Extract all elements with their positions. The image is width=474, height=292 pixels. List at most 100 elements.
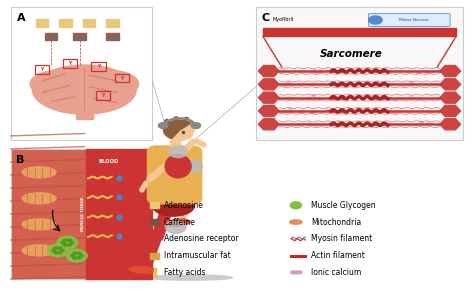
Circle shape xyxy=(68,239,72,241)
Bar xyxy=(83,19,95,27)
Bar xyxy=(76,101,93,119)
Circle shape xyxy=(326,109,330,111)
Circle shape xyxy=(369,71,373,73)
Circle shape xyxy=(291,271,295,274)
Ellipse shape xyxy=(290,220,302,224)
Circle shape xyxy=(313,69,317,72)
Ellipse shape xyxy=(147,275,232,280)
Wedge shape xyxy=(159,124,164,127)
Circle shape xyxy=(315,124,319,126)
Text: MUSCLE TISSUE: MUSCLE TISSUE xyxy=(82,197,85,231)
Text: Motor Neuron: Motor Neuron xyxy=(399,18,429,22)
Text: Y: Y xyxy=(40,67,44,72)
Text: Myofibril: Myofibril xyxy=(273,17,293,22)
FancyBboxPatch shape xyxy=(11,7,152,140)
Circle shape xyxy=(68,244,72,246)
Circle shape xyxy=(191,123,201,128)
Wedge shape xyxy=(164,119,169,123)
Ellipse shape xyxy=(33,65,136,114)
Text: Muscle Glycogen: Muscle Glycogen xyxy=(311,201,375,210)
FancyBboxPatch shape xyxy=(147,146,201,204)
Circle shape xyxy=(158,123,168,128)
FancyBboxPatch shape xyxy=(256,7,463,140)
Circle shape xyxy=(327,110,331,112)
FancyBboxPatch shape xyxy=(86,149,152,279)
FancyArrowPatch shape xyxy=(183,172,191,213)
Bar xyxy=(170,140,181,152)
FancyBboxPatch shape xyxy=(11,149,152,279)
Circle shape xyxy=(66,249,87,262)
Ellipse shape xyxy=(166,219,190,226)
Circle shape xyxy=(285,111,289,113)
Text: Caffeine: Caffeine xyxy=(164,218,196,227)
Bar xyxy=(107,33,118,40)
Ellipse shape xyxy=(30,71,82,97)
Circle shape xyxy=(64,239,67,241)
Circle shape xyxy=(410,81,413,83)
Text: Adenosine receptor: Adenosine receptor xyxy=(164,234,238,243)
Bar xyxy=(59,19,72,27)
FancyArrowPatch shape xyxy=(148,241,156,262)
Bar xyxy=(107,19,118,27)
Bar xyxy=(45,33,57,40)
FancyArrowPatch shape xyxy=(142,183,146,190)
Circle shape xyxy=(79,254,83,257)
Text: C: C xyxy=(262,13,270,23)
Circle shape xyxy=(61,241,65,244)
Circle shape xyxy=(77,252,81,255)
Circle shape xyxy=(308,97,311,100)
Circle shape xyxy=(308,123,311,125)
Circle shape xyxy=(337,121,341,124)
Circle shape xyxy=(182,160,202,173)
FancyArrowPatch shape xyxy=(197,141,204,145)
Ellipse shape xyxy=(152,194,195,216)
Ellipse shape xyxy=(22,193,56,204)
Circle shape xyxy=(58,251,62,254)
Text: Mitochondria: Mitochondria xyxy=(311,218,361,227)
Circle shape xyxy=(380,82,384,84)
Wedge shape xyxy=(164,120,191,139)
Circle shape xyxy=(427,122,430,125)
Text: Ionic calcium: Ionic calcium xyxy=(311,268,361,277)
Circle shape xyxy=(287,97,291,99)
Circle shape xyxy=(342,70,346,72)
Circle shape xyxy=(299,111,302,114)
Text: ꓤ: ꓤ xyxy=(152,234,157,243)
Ellipse shape xyxy=(165,155,191,178)
Text: Y: Y xyxy=(120,76,124,81)
Circle shape xyxy=(420,121,424,124)
Text: BLOOD: BLOOD xyxy=(98,159,118,164)
Text: Y: Y xyxy=(97,64,100,69)
Text: Adenosine: Adenosine xyxy=(164,201,204,210)
Circle shape xyxy=(70,241,73,244)
Circle shape xyxy=(386,123,390,125)
Text: Actin filament: Actin filament xyxy=(311,251,365,260)
Circle shape xyxy=(426,72,429,74)
Circle shape xyxy=(375,82,379,84)
Text: Fatty acids: Fatty acids xyxy=(164,268,205,277)
Circle shape xyxy=(312,95,315,97)
Bar xyxy=(150,253,159,258)
Circle shape xyxy=(382,122,385,125)
Circle shape xyxy=(294,271,299,274)
Circle shape xyxy=(165,221,186,233)
Circle shape xyxy=(52,249,55,252)
Text: A: A xyxy=(17,13,25,23)
Circle shape xyxy=(393,112,397,114)
Bar xyxy=(150,202,159,208)
Bar xyxy=(73,33,86,40)
Circle shape xyxy=(409,96,413,98)
Circle shape xyxy=(283,84,287,86)
Circle shape xyxy=(357,108,361,110)
Circle shape xyxy=(54,247,58,249)
Circle shape xyxy=(71,254,74,257)
Circle shape xyxy=(169,146,188,158)
Ellipse shape xyxy=(165,120,194,140)
Text: B: B xyxy=(17,155,25,165)
Circle shape xyxy=(287,81,291,84)
FancyBboxPatch shape xyxy=(368,14,450,26)
Wedge shape xyxy=(185,117,189,121)
Circle shape xyxy=(417,72,420,74)
FancyArrowPatch shape xyxy=(175,142,193,161)
Circle shape xyxy=(73,257,76,259)
